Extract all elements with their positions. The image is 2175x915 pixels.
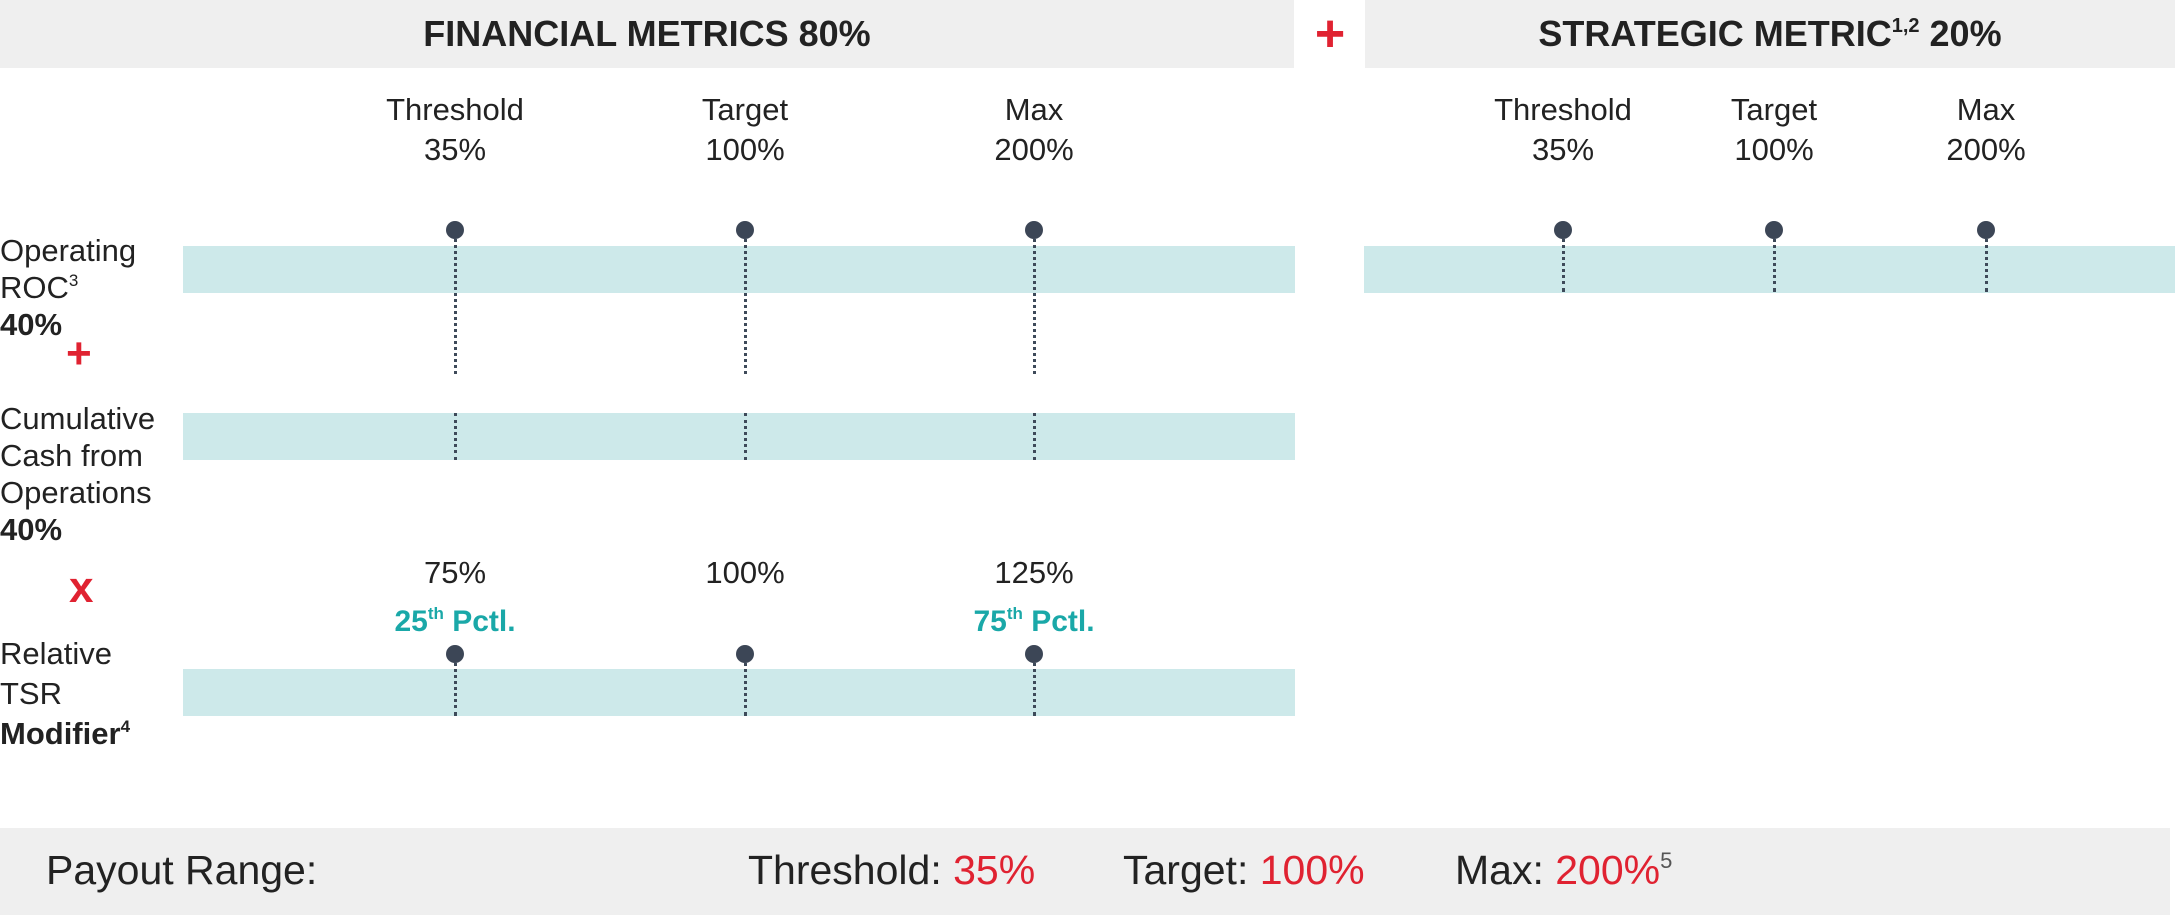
strategic-target-dotted-line	[1773, 232, 1776, 292]
threshold-dotted-line-cash	[454, 413, 457, 460]
target-marker-dot	[736, 221, 754, 239]
payout-range-bar	[0, 828, 2170, 915]
threshold-marker-dot	[446, 221, 464, 239]
tsr-mid-value: 100%	[705, 555, 785, 590]
threshold-dotted-line	[454, 232, 457, 374]
strategic-threshold-heading: Threshold 35%	[1494, 92, 1632, 167]
strategic-target-heading: Target 100%	[1730, 92, 1818, 167]
tsr-low-value: 75%	[423, 555, 487, 590]
plus-icon: +	[1314, 5, 1346, 63]
financial-max-heading: Max 200%	[994, 92, 1074, 167]
max-dotted-line-cash	[1033, 413, 1036, 460]
tsr-low-dotted-line	[454, 656, 457, 716]
financial-threshold-heading: Threshold 35%	[386, 92, 524, 167]
strategic-target-marker-dot	[1765, 221, 1783, 239]
max-marker-dot	[1025, 221, 1043, 239]
cash-from-operations-band	[183, 413, 1295, 460]
tsr-high-value: 125%	[994, 555, 1074, 590]
payout-threshold: Threshold: 35%	[748, 847, 1036, 893]
strategic-max-marker-dot	[1977, 221, 1995, 239]
tsr-high-dotted-line	[1033, 656, 1036, 716]
strategic-threshold-marker-dot	[1554, 221, 1572, 239]
target-dotted-line-cash	[744, 413, 747, 460]
strategic-metric-band	[1364, 246, 2175, 293]
payout-max: Max: 200%5	[1455, 847, 1673, 893]
tsr-75th-percentile-label: 75th Pctl.	[973, 604, 1095, 638]
strategic-max-dotted-line	[1985, 232, 1988, 292]
plus-icon: +	[66, 329, 92, 378]
tsr-high-marker-dot	[1025, 645, 1043, 663]
tsr-25th-percentile-label: 25th Pctl.	[394, 604, 516, 638]
tsr-low-marker-dot	[446, 645, 464, 663]
relative-tsr-band	[183, 669, 1295, 716]
strategic-metric-title: STRATEGIC METRIC1,2 20%	[1538, 13, 2002, 54]
tsr-mid-dotted-line	[744, 656, 747, 716]
multiply-icon: x	[69, 563, 94, 612]
relative-tsr-modifier-label: Relative TSR Modifier4	[0, 636, 131, 751]
financial-metrics-title: FINANCIAL METRICS 80%	[423, 13, 871, 54]
financial-metrics-header: FINANCIAL METRICS 80%	[0, 0, 1294, 68]
cash-from-operations-label: Cumulative Cash from Operations 40%	[0, 401, 156, 547]
target-dotted-line	[744, 232, 747, 374]
operating-roc-label: Operating ROC3 40%	[0, 233, 137, 342]
max-dotted-line	[1033, 232, 1036, 374]
financial-target-heading: Target 100%	[701, 92, 789, 167]
payout-range-label: Payout Range:	[46, 847, 318, 893]
tsr-mid-marker-dot	[736, 645, 754, 663]
payout-target: Target: 100%	[1123, 847, 1365, 893]
operating-roc-band	[183, 246, 1295, 293]
strategic-metric-header: STRATEGIC METRIC1,2 20%	[1365, 0, 2175, 68]
strategic-max-heading: Max 200%	[1946, 92, 2026, 167]
strategic-threshold-dotted-line	[1562, 232, 1565, 292]
